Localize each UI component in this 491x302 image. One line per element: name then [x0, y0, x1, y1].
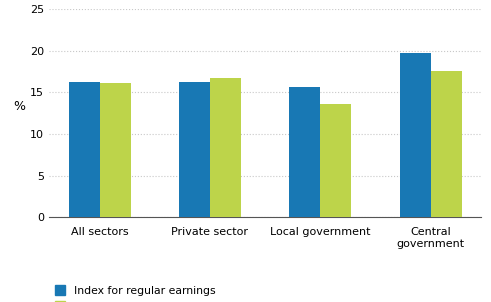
Bar: [400, 53, 431, 217]
Bar: [179, 82, 210, 217]
Legend: Index for regular earnings, Index standardised with the main category of occupat: Index for regular earnings, Index standa…: [55, 285, 386, 302]
Bar: [210, 78, 241, 217]
Y-axis label: %: %: [13, 100, 25, 113]
Bar: [431, 71, 462, 217]
Bar: [100, 83, 131, 217]
Bar: [69, 82, 100, 217]
Bar: [320, 104, 351, 217]
Bar: [289, 87, 320, 217]
